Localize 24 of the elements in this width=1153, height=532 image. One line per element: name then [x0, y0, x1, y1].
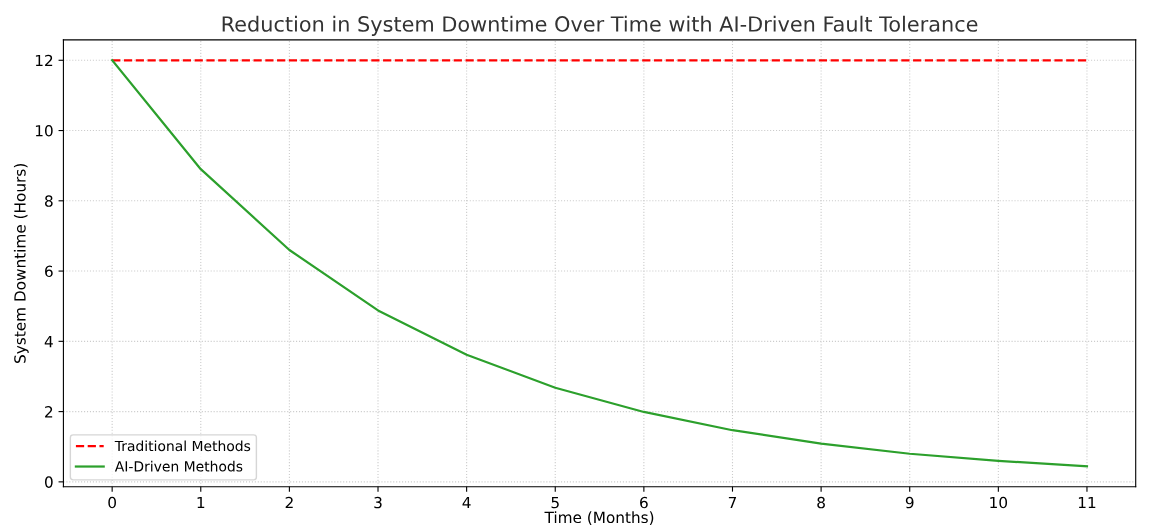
- chart-title: Reduction in System Downtime Over Time with AI-Driven Fault Tolerance: [222, 15, 978, 36]
- y-axis-title: System Downtime (Hours): [13, 164, 29, 363]
- x-tick-label: 0: [108, 496, 116, 509]
- y-tick-label: 2: [45, 406, 53, 418]
- x-tick-label: 4: [462, 496, 471, 509]
- x-axis-title: Time (Months): [544, 511, 654, 525]
- x-tick-label: 11: [1078, 496, 1096, 509]
- y-tick-label: 6: [45, 265, 53, 278]
- x-tick-label: 8: [817, 496, 825, 509]
- y-tick-label: 0: [44, 476, 53, 488]
- y-tick-label: 12: [35, 54, 53, 67]
- x-tick-label: 9: [905, 496, 914, 509]
- x-tick-label: 1: [197, 496, 205, 509]
- legend-label: AI-Driven Methods: [114, 460, 243, 472]
- y-tick-label: 10: [35, 125, 53, 137]
- x-tick-label: 5: [551, 496, 559, 509]
- x-tick-label: 3: [374, 496, 382, 509]
- x-tick-label: 2: [285, 496, 293, 509]
- y-tick-label: 8: [45, 195, 53, 207]
- x-tick-label: 6: [640, 496, 648, 509]
- legend-label: Traditional Methods: [114, 440, 251, 452]
- x-tick-label: 10: [990, 496, 1008, 509]
- y-tick-label: 4: [44, 336, 53, 348]
- x-tick-label: 7: [728, 496, 737, 509]
